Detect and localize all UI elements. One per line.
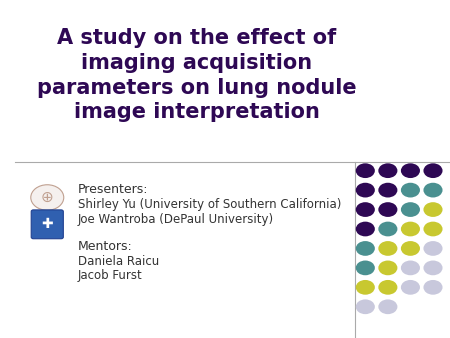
Text: ✚: ✚ [41,217,53,231]
Circle shape [378,163,397,178]
Circle shape [356,280,375,295]
Text: A study on the effect of
imaging acquisition
parameters on lung nodule
image int: A study on the effect of imaging acquisi… [37,28,357,122]
Circle shape [378,241,397,256]
Circle shape [378,222,397,236]
Text: Mentors:: Mentors: [78,240,132,252]
Circle shape [423,261,442,275]
Circle shape [378,299,397,314]
Text: Presenters:: Presenters: [78,183,148,196]
Text: Shirley Yu (University of Southern California): Shirley Yu (University of Southern Calif… [78,198,341,211]
Circle shape [356,163,375,178]
Circle shape [356,183,375,197]
Circle shape [401,261,420,275]
Text: ⊕: ⊕ [41,190,54,205]
Circle shape [401,222,420,236]
Circle shape [423,163,442,178]
Circle shape [356,241,375,256]
Circle shape [356,299,375,314]
Circle shape [356,202,375,217]
Circle shape [423,280,442,295]
Circle shape [31,185,64,210]
Circle shape [423,222,442,236]
Text: Joe Wantroba (DePaul University): Joe Wantroba (DePaul University) [78,213,274,226]
Circle shape [378,183,397,197]
Circle shape [423,241,442,256]
Circle shape [401,241,420,256]
Circle shape [401,202,420,217]
Text: Jacob Furst: Jacob Furst [78,269,142,282]
Circle shape [356,261,375,275]
Circle shape [401,183,420,197]
Circle shape [423,202,442,217]
Circle shape [401,163,420,178]
Text: Daniela Raicu: Daniela Raicu [78,255,159,268]
Circle shape [378,280,397,295]
Circle shape [401,280,420,295]
Circle shape [378,261,397,275]
FancyBboxPatch shape [31,210,63,239]
Circle shape [423,183,442,197]
Circle shape [378,202,397,217]
Circle shape [356,222,375,236]
